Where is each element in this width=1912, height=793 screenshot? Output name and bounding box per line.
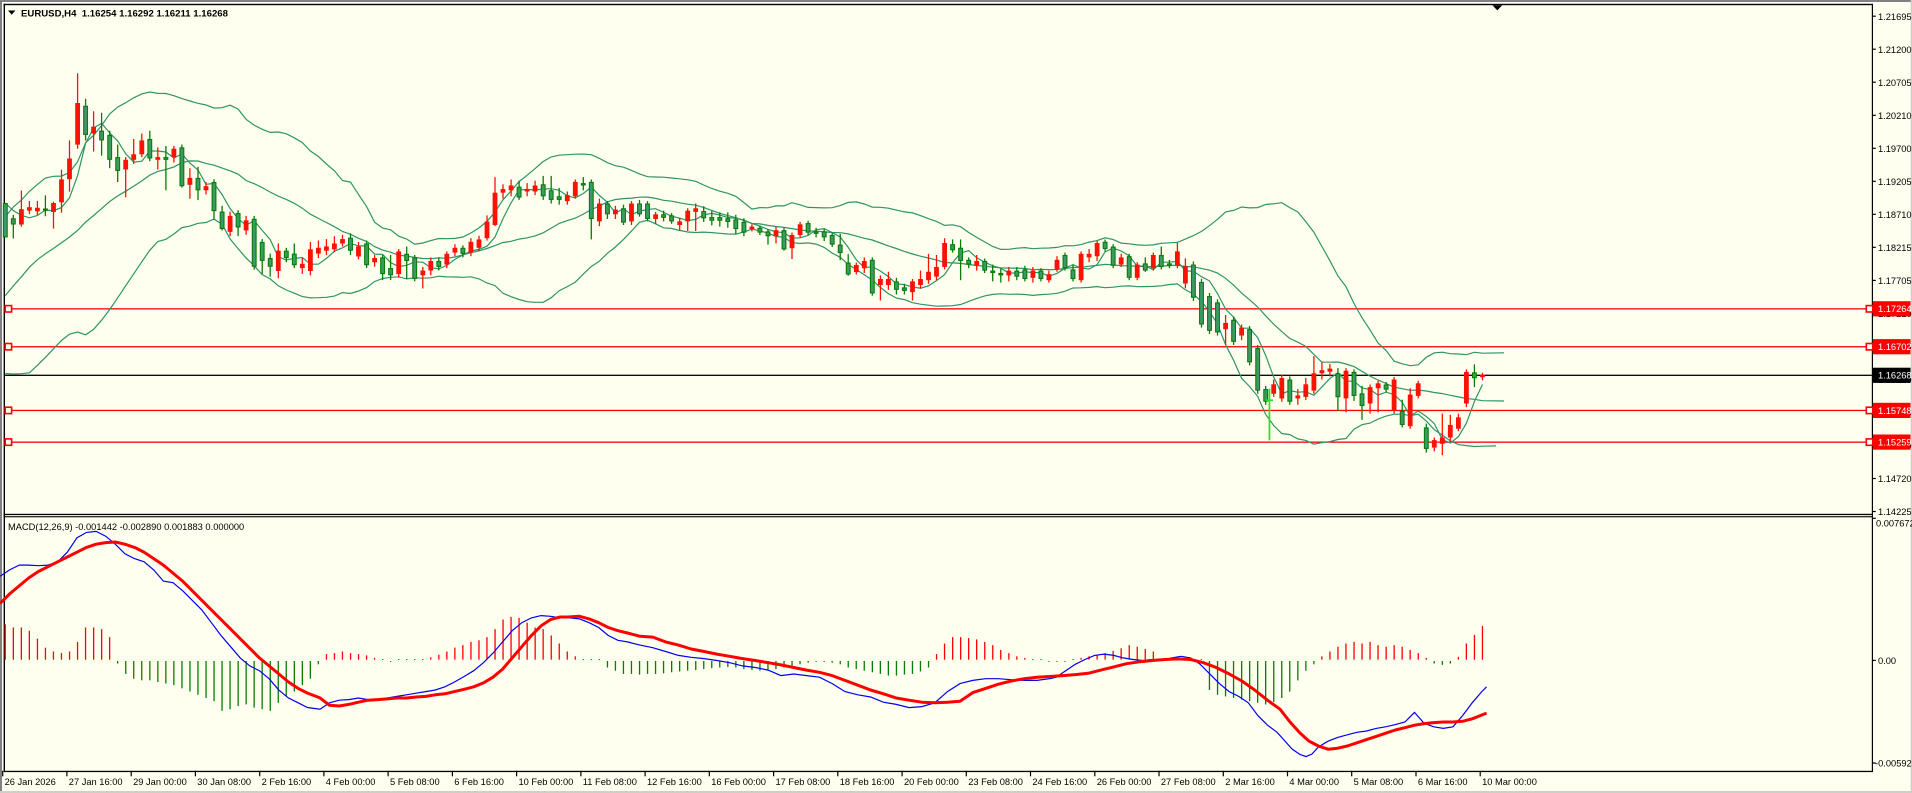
svg-text:1.21695: 1.21695 xyxy=(1878,12,1912,22)
svg-text:1.19700: 1.19700 xyxy=(1878,144,1912,154)
svg-text:5 Feb 08:00: 5 Feb 08:00 xyxy=(390,777,440,787)
svg-text:10 Mar 00:00: 10 Mar 00:00 xyxy=(1482,777,1537,787)
svg-text:-0.00592: -0.00592 xyxy=(1875,759,1912,769)
svg-text:2 Feb 16:00: 2 Feb 16:00 xyxy=(262,777,312,787)
svg-text:12 Feb 16:00: 12 Feb 16:00 xyxy=(647,777,702,787)
svg-text:4 Mar 00:00: 4 Mar 00:00 xyxy=(1289,777,1339,787)
svg-text:27 Jan 16:00: 27 Jan 16:00 xyxy=(69,777,123,787)
svg-text:10 Feb 00:00: 10 Feb 00:00 xyxy=(519,777,574,787)
svg-text:27 Feb 08:00: 27 Feb 08:00 xyxy=(1161,777,1216,787)
svg-text:1.15259: 1.15259 xyxy=(1878,438,1912,448)
svg-text:30 Jan 08:00: 30 Jan 08:00 xyxy=(197,777,251,787)
svg-text:1.14720: 1.14720 xyxy=(1878,474,1912,484)
svg-text:0.007672: 0.007672 xyxy=(1876,519,1912,529)
svg-text:24 Feb 16:00: 24 Feb 16:00 xyxy=(1032,777,1087,787)
svg-text:1.17264: 1.17264 xyxy=(1878,304,1912,314)
svg-text:1.15748: 1.15748 xyxy=(1878,406,1912,416)
svg-text:MACD(12,26,9) -0.001442 -0.002: MACD(12,26,9) -0.001442 -0.002890 0.0018… xyxy=(8,522,244,532)
svg-text:18 Feb 16:00: 18 Feb 16:00 xyxy=(840,777,895,787)
svg-text:6 Feb 16:00: 6 Feb 16:00 xyxy=(454,777,504,787)
svg-text:1.14225: 1.14225 xyxy=(1878,507,1912,517)
svg-text:1.18215: 1.18215 xyxy=(1878,243,1912,253)
svg-text:20 Feb 00:00: 20 Feb 00:00 xyxy=(904,777,959,787)
svg-text:26 Jan 2026: 26 Jan 2026 xyxy=(5,777,56,787)
svg-text:11 Feb 08:00: 11 Feb 08:00 xyxy=(583,777,637,787)
svg-text:0.00: 0.00 xyxy=(1878,656,1896,666)
svg-text:16 Feb 00:00: 16 Feb 00:00 xyxy=(711,777,766,787)
svg-text:2 Mar 16:00: 2 Mar 16:00 xyxy=(1225,777,1275,787)
svg-text:1.16268: 1.16268 xyxy=(1878,371,1912,381)
svg-text:1.21200: 1.21200 xyxy=(1878,45,1912,55)
svg-text:1.20210: 1.20210 xyxy=(1878,111,1912,121)
svg-text:23 Feb 08:00: 23 Feb 08:00 xyxy=(968,777,1023,787)
svg-text:1.20705: 1.20705 xyxy=(1878,78,1912,88)
svg-text:4 Feb 00:00: 4 Feb 00:00 xyxy=(326,777,376,787)
svg-text:1.19205: 1.19205 xyxy=(1878,177,1912,187)
svg-text:1.16702: 1.16702 xyxy=(1878,342,1912,352)
svg-text:5 Mar 08:00: 5 Mar 08:00 xyxy=(1354,777,1404,787)
svg-text:1.18710: 1.18710 xyxy=(1878,210,1912,220)
svg-text:17 Feb 08:00: 17 Feb 08:00 xyxy=(776,777,831,787)
svg-text:6 Mar 16:00: 6 Mar 16:00 xyxy=(1418,777,1468,787)
svg-text:1.17705: 1.17705 xyxy=(1878,276,1912,286)
svg-text:29 Jan 00:00: 29 Jan 00:00 xyxy=(133,777,187,787)
svg-text:EURUSD,H4 1.16254 1.16292 1.1: EURUSD,H4 1.16254 1.16292 1.16211 1.1626… xyxy=(21,9,229,20)
svg-text:26 Feb 00:00: 26 Feb 00:00 xyxy=(1097,777,1152,787)
